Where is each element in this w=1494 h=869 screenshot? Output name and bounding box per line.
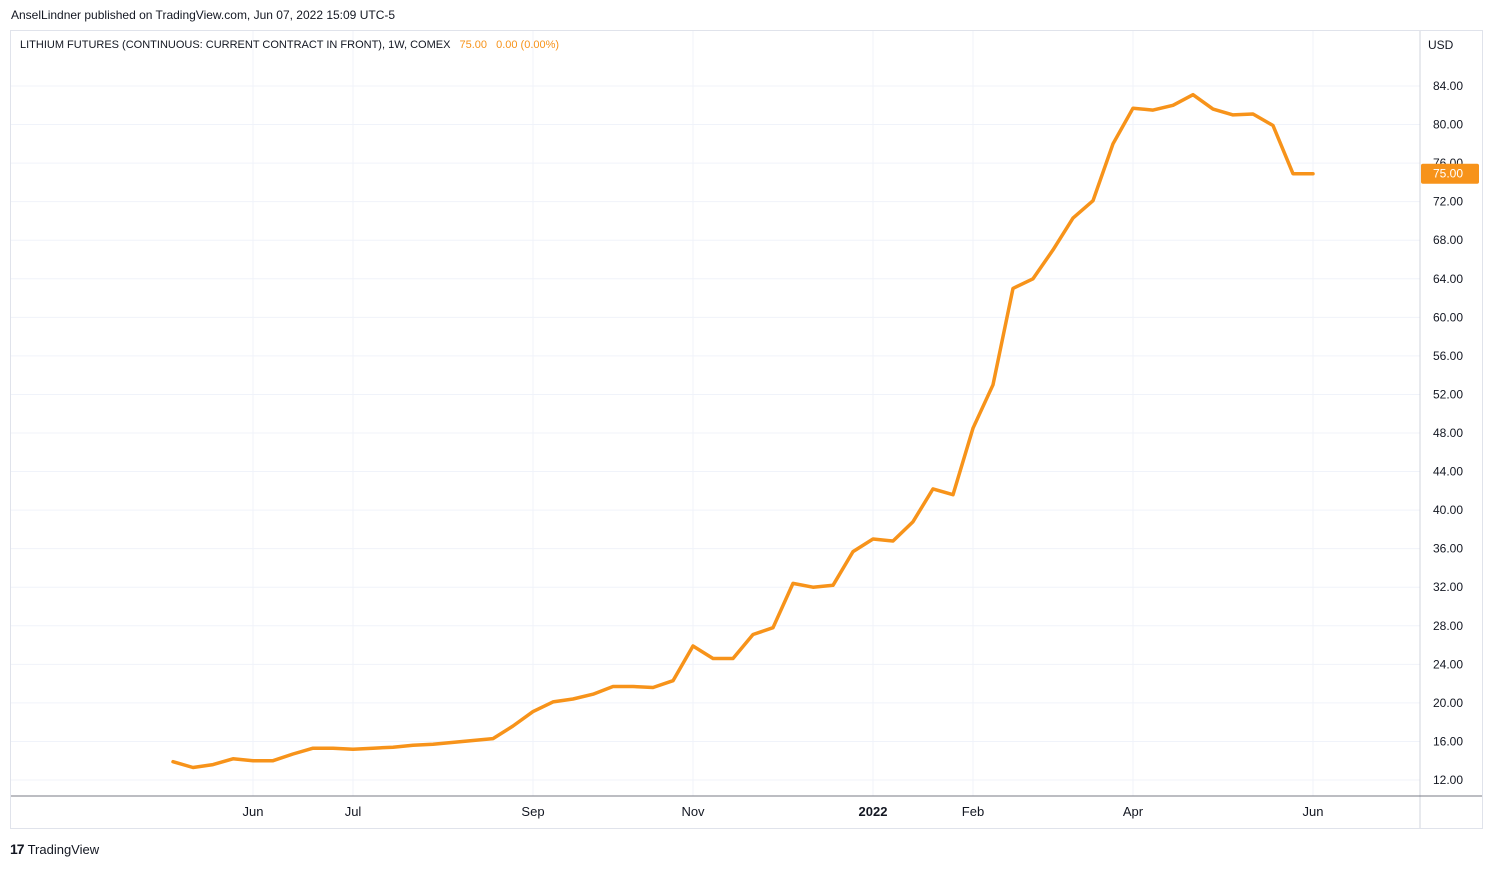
tradingview-brand: TradingView bbox=[27, 841, 100, 857]
price-tick-label: 84.00 bbox=[1433, 79, 1463, 93]
price-tick-label: 72.00 bbox=[1433, 195, 1463, 209]
lithium-price-line bbox=[171, 92, 1315, 770]
grid-lines bbox=[11, 31, 1420, 796]
price-axis: 12.00 16.00 20.00 24.00 28.00 32.00 36.00 40.00… bbox=[1433, 79, 1463, 787]
tradingview-mark-icon: 17 bbox=[10, 841, 25, 857]
time-tick-label: Nov bbox=[681, 804, 705, 819]
price-change: 0.00 (0.00%) bbox=[496, 39, 560, 51]
price-tick-label: 16.00 bbox=[1433, 734, 1463, 748]
publisher-credit: AnselLindner published on TradingView.co… bbox=[11, 8, 396, 22]
time-tick-label: 2022 bbox=[859, 804, 888, 819]
time-tick-label: Jun bbox=[1303, 804, 1324, 819]
last-price-label: 75.00 bbox=[1421, 163, 1479, 184]
time-tick-label: Jul bbox=[345, 804, 362, 819]
price-tick-label: 80.00 bbox=[1433, 118, 1463, 132]
price-tick-label: 28.00 bbox=[1433, 619, 1463, 633]
symbol-header: LITHIUM FUTURES (CONTINUOUS: CURRENT CON… bbox=[20, 39, 559, 51]
price-tick-label: 12.00 bbox=[1433, 773, 1463, 787]
price-tick-label: 32.00 bbox=[1433, 580, 1463, 594]
price-tick-label: 68.00 bbox=[1433, 233, 1463, 247]
price-tick-label: 24.00 bbox=[1433, 657, 1463, 671]
price-tick-label: 20.00 bbox=[1433, 696, 1463, 710]
last-price-badge bbox=[1421, 163, 1479, 184]
currency-label: USD bbox=[1428, 38, 1454, 52]
last-price-value: 75.00 bbox=[1433, 167, 1463, 181]
price-tick-label: 44.00 bbox=[1433, 465, 1463, 479]
price-tick-label: 52.00 bbox=[1433, 387, 1463, 401]
time-tick-label: Feb bbox=[962, 804, 984, 819]
tradingview-logo[interactable]: 17 TradingView bbox=[10, 841, 99, 857]
price-tick-label: 36.00 bbox=[1433, 542, 1463, 556]
price-tick-label: 56.00 bbox=[1433, 349, 1463, 363]
price-tick-label: 64.00 bbox=[1433, 272, 1463, 286]
time-tick-label: Jun bbox=[243, 804, 264, 819]
time-axis: Jun Jul Sep Nov 2022 Feb Apr Jun bbox=[243, 804, 1324, 819]
time-tick-label: Sep bbox=[521, 804, 544, 819]
price-tick-label: 48.00 bbox=[1433, 426, 1463, 440]
price-tick-label: 40.00 bbox=[1433, 503, 1463, 517]
chart-frame bbox=[10, 30, 1483, 829]
price-tick-label: 60.00 bbox=[1433, 310, 1463, 324]
last-value: 75.00 bbox=[459, 39, 488, 51]
price-points bbox=[173, 95, 1313, 768]
time-tick-label: Apr bbox=[1123, 804, 1144, 819]
symbol-title: LITHIUM FUTURES (CONTINUOUS: CURRENT CON… bbox=[20, 39, 451, 51]
